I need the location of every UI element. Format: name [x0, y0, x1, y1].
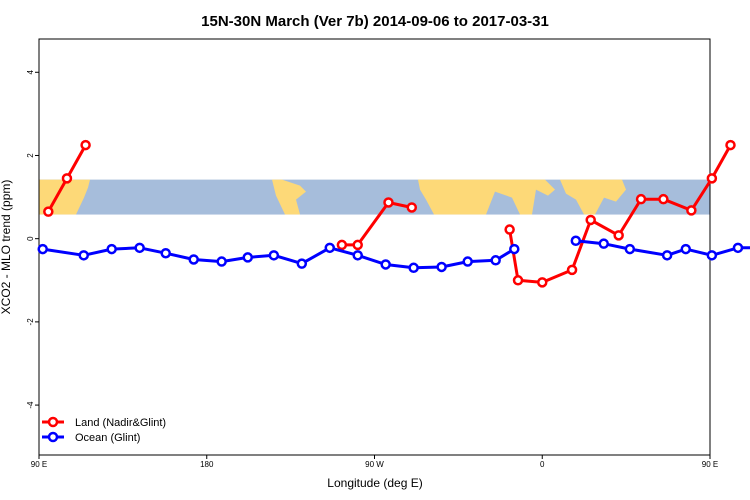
series-land-point — [504, 224, 515, 235]
x-axis: 90 E 180 90 W 0 90 E — [31, 455, 718, 469]
series-land-point — [43, 206, 54, 217]
series-ocean-point — [188, 254, 199, 265]
y-tick-label: -4 — [26, 401, 35, 409]
legend-ocean-marker — [47, 431, 59, 443]
series-land-line — [341, 201, 413, 247]
series-ocean-point — [436, 261, 447, 273]
y-axis-label: XCO2 - MLO trend (ppm) — [0, 180, 13, 315]
series-ocean-point — [490, 255, 501, 266]
world-map-band — [39, 179, 710, 215]
series-ocean-point — [352, 250, 363, 261]
series-layer — [37, 139, 750, 288]
legend-ocean-label: Ocean (Glint) — [75, 432, 140, 444]
y-axis: -4 -2 0 2 4 — [26, 70, 39, 409]
series-ocean-point — [570, 235, 582, 247]
series-ocean-point — [242, 252, 254, 263]
x-tick-label: 180 — [200, 460, 214, 469]
series-land-point — [585, 214, 596, 226]
x-tick-label: 90 E — [702, 460, 718, 469]
y-tick-label: 0 — [26, 236, 35, 241]
series-ocean-point — [732, 242, 744, 254]
series-land-point — [686, 205, 697, 216]
series-land-point — [635, 193, 647, 205]
map-land — [272, 179, 306, 215]
series-land-point — [706, 173, 718, 184]
series-ocean-point — [106, 243, 117, 255]
series-ocean-point — [624, 243, 636, 255]
map-land — [560, 179, 626, 215]
series-land-point — [352, 239, 363, 251]
series-ocean-point — [408, 262, 419, 274]
series-ocean-point — [380, 259, 391, 270]
series-ocean-point — [134, 242, 145, 254]
series-ocean-point — [324, 242, 336, 254]
series-ocean-point — [78, 250, 89, 261]
map-land — [418, 179, 555, 215]
y-tick-label: 4 — [26, 70, 35, 75]
series-land-point — [658, 193, 669, 205]
series-land-point — [512, 275, 524, 286]
legend-land-label: Land (Nadir&Glint) — [75, 417, 166, 429]
series-ocean-point — [598, 238, 610, 249]
x-axis-label: Longitude (deg E) — [327, 476, 422, 490]
chart-title: 15N-30N March (Ver 7b) 2014-09-06 to 201… — [201, 13, 549, 30]
x-tick-label: 90 W — [365, 460, 384, 469]
x-tick-label: 90 E — [31, 460, 47, 469]
series-ocean-point — [296, 258, 308, 269]
series-land-point — [537, 277, 548, 288]
x-tick-label: 0 — [540, 460, 545, 469]
series-ocean-point — [680, 243, 692, 255]
series-ocean-point — [706, 250, 718, 261]
series-ocean-line — [575, 239, 750, 257]
series-land-point — [383, 197, 394, 208]
series-ocean-point — [268, 250, 280, 261]
series-ocean-point — [509, 243, 520, 255]
series-land-point — [406, 202, 418, 213]
series-land-point — [725, 139, 736, 151]
series-ocean-point — [661, 250, 673, 261]
series-ocean-point — [37, 243, 48, 255]
series-ocean-point — [160, 247, 171, 259]
y-tick-label: 2 — [26, 153, 35, 158]
series-land-point — [80, 139, 91, 151]
series-land-point — [336, 239, 348, 251]
series-land-point — [566, 264, 578, 276]
y-tick-label: -2 — [26, 318, 35, 326]
series-ocean-point — [462, 256, 473, 267]
series-land-point — [613, 230, 624, 241]
series-land-point — [61, 173, 73, 184]
legend-land-marker — [47, 416, 59, 428]
legend: Land (Nadir&Glint) Ocean (Glint) — [42, 416, 166, 444]
series-ocean-point — [216, 256, 227, 267]
